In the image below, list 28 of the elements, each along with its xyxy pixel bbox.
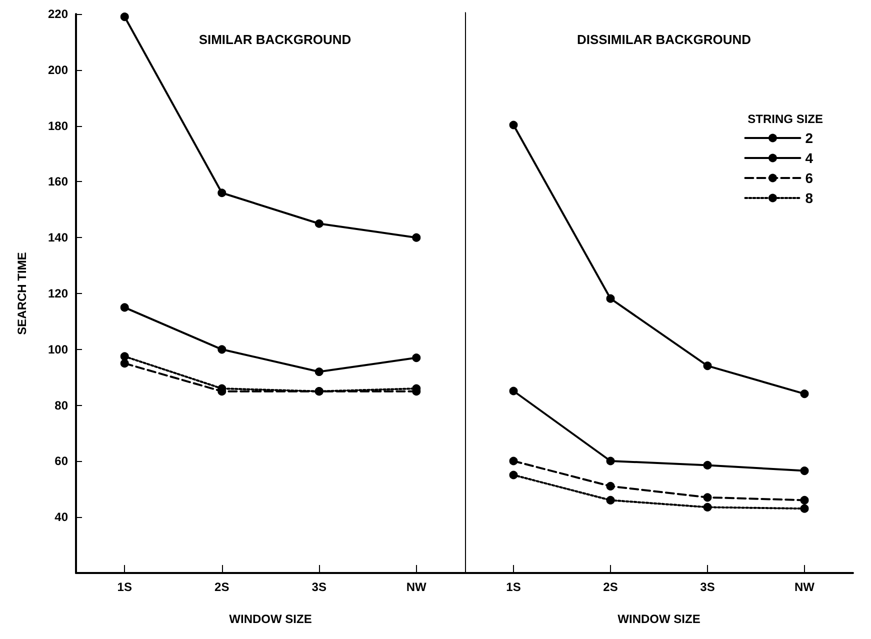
y-tick-label: 200 (48, 62, 68, 77)
x-tick-label: 2S (214, 580, 230, 594)
legend-label: 6 (805, 170, 814, 186)
y-tick-label: 120 (48, 286, 68, 300)
x-tick-label: 3S (312, 580, 326, 594)
y-tick-label: 140 (48, 230, 68, 245)
x-tick-label: 1S (117, 580, 132, 594)
y-tick-label: 60 (54, 454, 68, 468)
x-tick-label: NW (406, 580, 428, 594)
x-tick-label: 2S (603, 580, 618, 594)
x-tick-label: 3S (700, 580, 715, 594)
legend-label: 8 (805, 190, 814, 206)
y-tick-label: 100 (48, 342, 68, 356)
x-axis-title: WINDOW SIZE (618, 612, 700, 626)
x-axis-title: WINDOW SIZE (229, 612, 312, 626)
x-tick-label: 1S (506, 580, 521, 594)
y-tick-label: 80 (54, 398, 68, 412)
x-tick-label: NW (794, 580, 816, 594)
y-tick-label: 180 (48, 118, 68, 133)
y-tick-label: 160 (48, 174, 68, 189)
y-tick-label: 220 (48, 7, 68, 21)
y-tick-label: 40 (54, 510, 68, 524)
legend-label: 4 (805, 150, 814, 166)
y-axis-title: SEARCH TIME (15, 252, 29, 335)
text: DISSIMILAR BACKGROUND (576, 32, 752, 47)
legend-title: STRING SIZE (748, 112, 824, 126)
text: SIMILAR BACKGROUND (198, 32, 352, 47)
legend-label: 2 (805, 130, 814, 146)
